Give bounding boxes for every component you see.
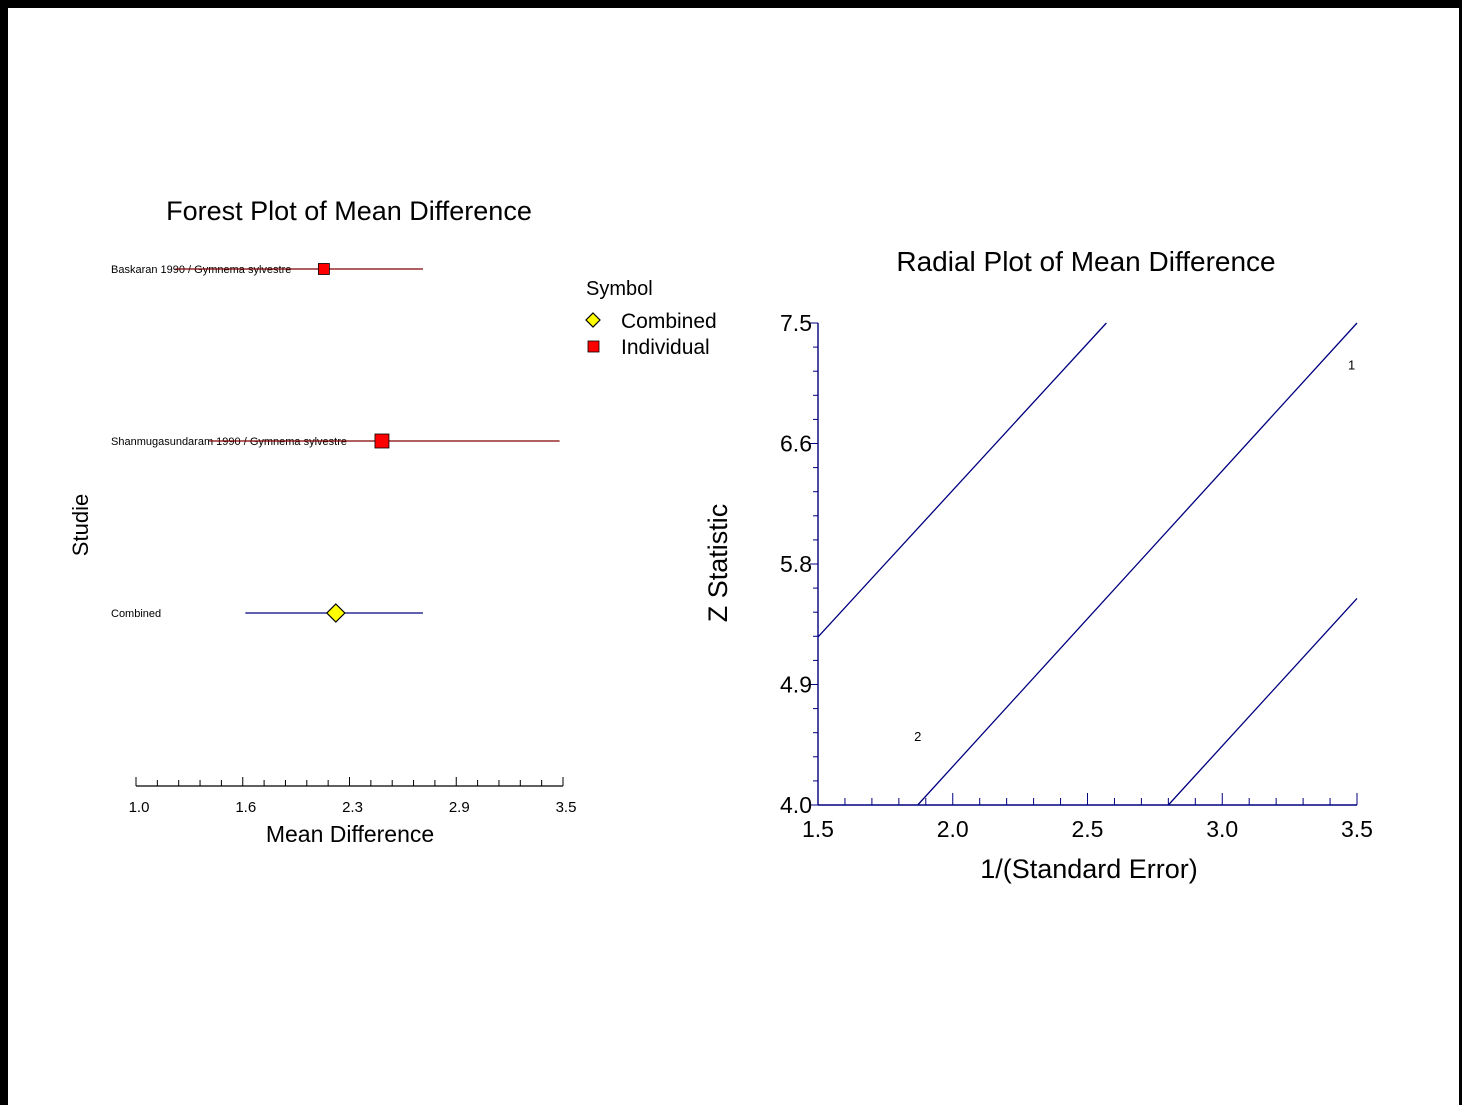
forest-x-tick-label: 2.3 — [342, 799, 363, 816]
forest-row-label: Baskaran 1990 / Gymnema sylvestre — [111, 264, 291, 276]
radial-y-tick-label: 4.9 — [780, 672, 812, 698]
forest-plot: Forest Plot of Mean Difference Studie Me… — [68, 196, 717, 847]
forest-y-axis-label: Studie — [68, 494, 93, 556]
radial-y-tick-label: 5.8 — [780, 551, 812, 577]
radial-plot: Radial Plot of Mean Difference Z Statist… — [703, 246, 1373, 884]
legend-title: Symbol — [586, 278, 653, 300]
legend-individual-label: Individual — [621, 336, 710, 359]
radial-center-line — [917, 322, 1358, 806]
forest-x-tick-label: 2.9 — [449, 799, 470, 816]
forest-point-estimate — [317, 263, 330, 275]
forest-point-estimate — [374, 433, 390, 449]
radial-study-point: 1 — [1348, 357, 1355, 372]
radial-lower-line — [1167, 597, 1358, 806]
radial-x-tick-label: 1.5 — [802, 816, 834, 842]
legend-combined-label: Combined — [621, 310, 717, 333]
forest-x-tick-label: 1.6 — [235, 799, 256, 816]
radial-x-tick-label: 3.5 — [1341, 816, 1373, 842]
forest-legend: Symbol Combined Individual — [585, 278, 717, 359]
radial-study-point: 2 — [914, 729, 921, 744]
forest-title: Forest Plot of Mean Difference — [166, 196, 532, 226]
legend-individual-square-icon — [587, 340, 600, 353]
forest-row-label: Shanmugasundaram 1990 / Gymnema sylvestr… — [111, 436, 347, 448]
radial-y-axis-label: Z Statistic — [703, 504, 733, 623]
radial-y-tick-label: 6.6 — [780, 431, 812, 457]
forest-x-axis-label: Mean Difference — [266, 821, 434, 847]
forest-x-tick-label: 1.0 — [129, 799, 150, 816]
radial-upper-line — [817, 322, 1107, 638]
radial-y-tick-label: 4.0 — [780, 792, 812, 818]
forest-x-tick-label: 3.5 — [556, 799, 577, 816]
radial-y-tick-label: 7.5 — [780, 310, 812, 336]
radial-x-tick-label: 2.0 — [937, 816, 969, 842]
radial-x-tick-label: 2.5 — [1072, 816, 1104, 842]
forest-combined-diamond — [325, 603, 346, 623]
radial-title: Radial Plot of Mean Difference — [896, 246, 1275, 277]
radial-x-tick-label: 3.0 — [1206, 816, 1238, 842]
legend-combined-diamond-icon — [585, 312, 601, 328]
forest-row-label: Combined — [111, 608, 161, 620]
radial-x-axis-label: 1/(Standard Error) — [980, 854, 1198, 884]
